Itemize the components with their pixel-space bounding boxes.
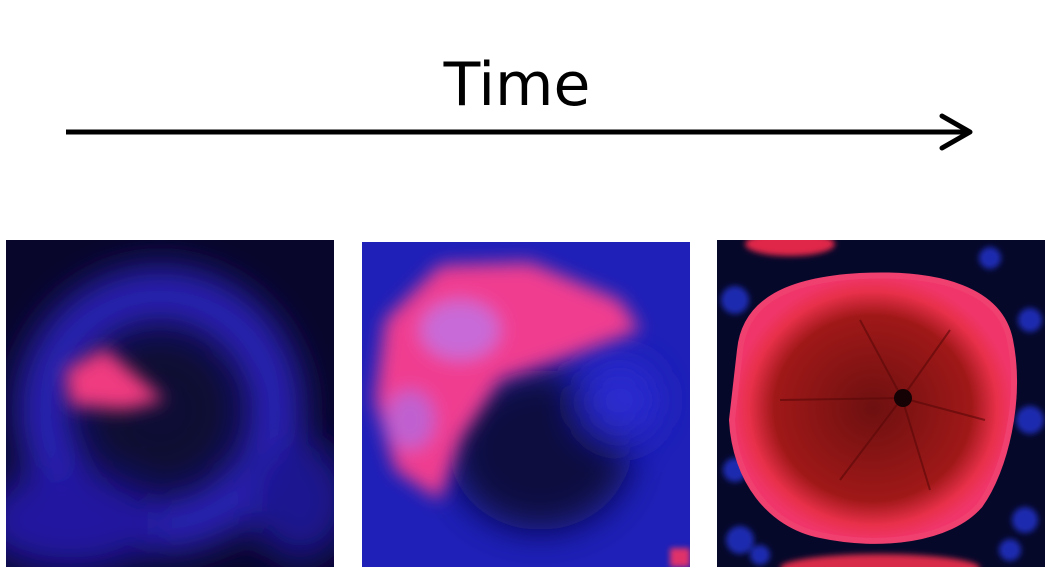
panel-late [717,240,1045,567]
panel-middle [362,242,690,567]
time-arrow [66,113,973,151]
time-label: Time [443,50,591,120]
panel-early [6,240,334,567]
